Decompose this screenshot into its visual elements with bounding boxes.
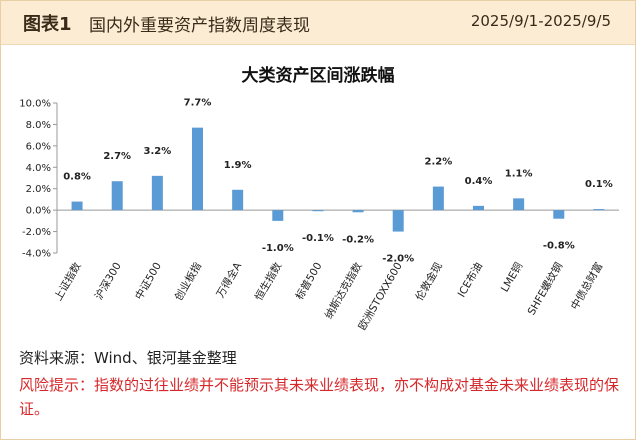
axis-layer: 10.0% 8.0% 6.0% 4.0% 2.0% 0.0% -2.0% -4.0% — [19, 99, 619, 260]
bar-chart: 大类资产区间涨跌幅 10.0% 8.0% 6.0% 4.0% 2.0% 0.0% -2.0%… — [19, 65, 619, 333]
x-category-label: 恒生指数 — [252, 260, 285, 303]
bar — [111, 181, 123, 211]
bar-layer — [71, 127, 605, 232]
y-tick-label: 4.0% — [26, 163, 51, 174]
data-label: 7.7% — [184, 98, 212, 109]
x-category-label: 中债总财富 — [568, 260, 606, 312]
figure-number: 图表1 — [23, 14, 72, 35]
data-label: 2.2% — [424, 157, 452, 168]
bar — [232, 189, 244, 211]
x-category-label: 创业板指 — [172, 260, 205, 303]
bar — [272, 210, 284, 221]
bar — [432, 186, 444, 211]
figure-title: 国内外重要资产指数周度表现 — [89, 16, 310, 36]
x-category-label: 纳斯达克指数 — [322, 260, 365, 321]
source-note: 资料来源：Wind、银河基金整理 — [19, 349, 237, 367]
x-category-label: 上证指数 — [51, 260, 84, 303]
bar — [192, 127, 203, 211]
data-label: 0.8% — [63, 172, 91, 183]
data-label: -1.0% — [262, 243, 294, 254]
x-category-label: 欧洲STOXX600 — [356, 261, 404, 333]
label-layer: 0.8% 上证指数 2.7% 沪深300 3.2% 中证500 7.7% 创业板指 1.9% 万得… — [51, 98, 612, 333]
figure-header: 图表1 国内外重要资产指数周度表现 2025/9/1-2025/9/5 — [1, 1, 635, 45]
x-category-label: ICE布油 — [455, 260, 485, 299]
y-tick-label: 8.0% — [26, 120, 51, 131]
data-label: 1.9% — [224, 160, 252, 171]
y-tick-label: 6.0% — [26, 141, 51, 152]
bar — [352, 210, 364, 213]
x-category-label: 沪深300 — [92, 260, 124, 302]
bar — [392, 210, 404, 232]
bar — [71, 201, 83, 211]
bar — [312, 210, 324, 212]
data-label: -0.2% — [342, 234, 374, 245]
x-category-label: 中证500 — [132, 260, 164, 302]
y-tick-label: 0.0% — [26, 206, 51, 217]
y-tick-label: -2.0% — [22, 227, 51, 238]
x-category-label: 伦敦金现 — [413, 260, 446, 303]
bar — [513, 198, 525, 211]
chart-title: 大类资产区间涨跌幅 — [242, 65, 395, 86]
data-label: 1.1% — [505, 168, 533, 179]
data-label: 0.4% — [465, 176, 493, 187]
date-range: 2025/9/1-2025/9/5 — [470, 12, 611, 30]
data-label: 2.7% — [103, 151, 131, 162]
data-label: 3.2% — [143, 146, 171, 157]
bar — [473, 205, 484, 211]
x-category-label: SHFE螺纹钢 — [525, 260, 566, 317]
y-tick-label: 10.0% — [19, 99, 51, 110]
x-category-label: 万得全A — [214, 259, 245, 300]
bar — [553, 210, 565, 219]
data-label: -2.0% — [382, 254, 414, 265]
y-tick-label: -4.0% — [22, 249, 51, 260]
x-category-label: LME铜 — [499, 261, 525, 295]
data-label: -0.8% — [543, 241, 575, 252]
bar — [593, 209, 605, 211]
y-tick-label: 2.0% — [26, 184, 51, 195]
risk-disclaimer: 风险提示：指数的过往业绩并不能预示其未来业绩表现，亦不构成对基金未来业绩表现的保… — [19, 376, 620, 418]
data-label: 0.1% — [585, 179, 613, 190]
data-label: -0.1% — [302, 233, 334, 244]
x-category-label: 标普500 — [293, 260, 325, 302]
bar — [151, 175, 163, 211]
